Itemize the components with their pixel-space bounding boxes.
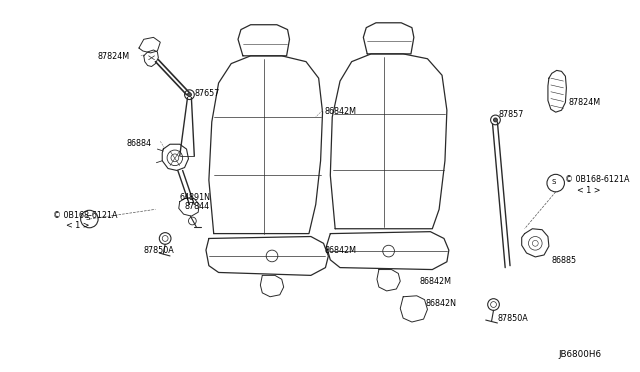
Text: 64891N: 64891N — [180, 193, 211, 202]
Text: 87850A: 87850A — [497, 314, 528, 323]
Text: 87844: 87844 — [184, 202, 210, 211]
Text: 86884: 86884 — [126, 140, 151, 148]
Text: 87857: 87857 — [499, 110, 524, 119]
Text: 87657: 87657 — [195, 89, 220, 98]
Text: 87824M: 87824M — [97, 52, 129, 61]
Text: 86885: 86885 — [552, 256, 577, 265]
Text: S: S — [552, 179, 556, 185]
Text: < 1 >: < 1 > — [577, 186, 600, 195]
Text: 87850A: 87850A — [144, 246, 175, 255]
Text: 86842N: 86842N — [426, 299, 456, 308]
Text: © 0B168-6121A: © 0B168-6121A — [565, 175, 630, 184]
Text: 86842M: 86842M — [324, 107, 356, 116]
Circle shape — [493, 118, 497, 122]
Text: 87824M: 87824M — [568, 97, 600, 107]
Text: S: S — [86, 215, 90, 221]
Text: © 0B168-6121A: © 0B168-6121A — [53, 211, 118, 220]
Text: 86842M: 86842M — [324, 246, 356, 255]
Text: 86842M: 86842M — [420, 277, 452, 286]
Text: JB6800H6: JB6800H6 — [559, 350, 602, 359]
Circle shape — [188, 93, 191, 97]
Text: < 1 >: < 1 > — [66, 221, 90, 230]
